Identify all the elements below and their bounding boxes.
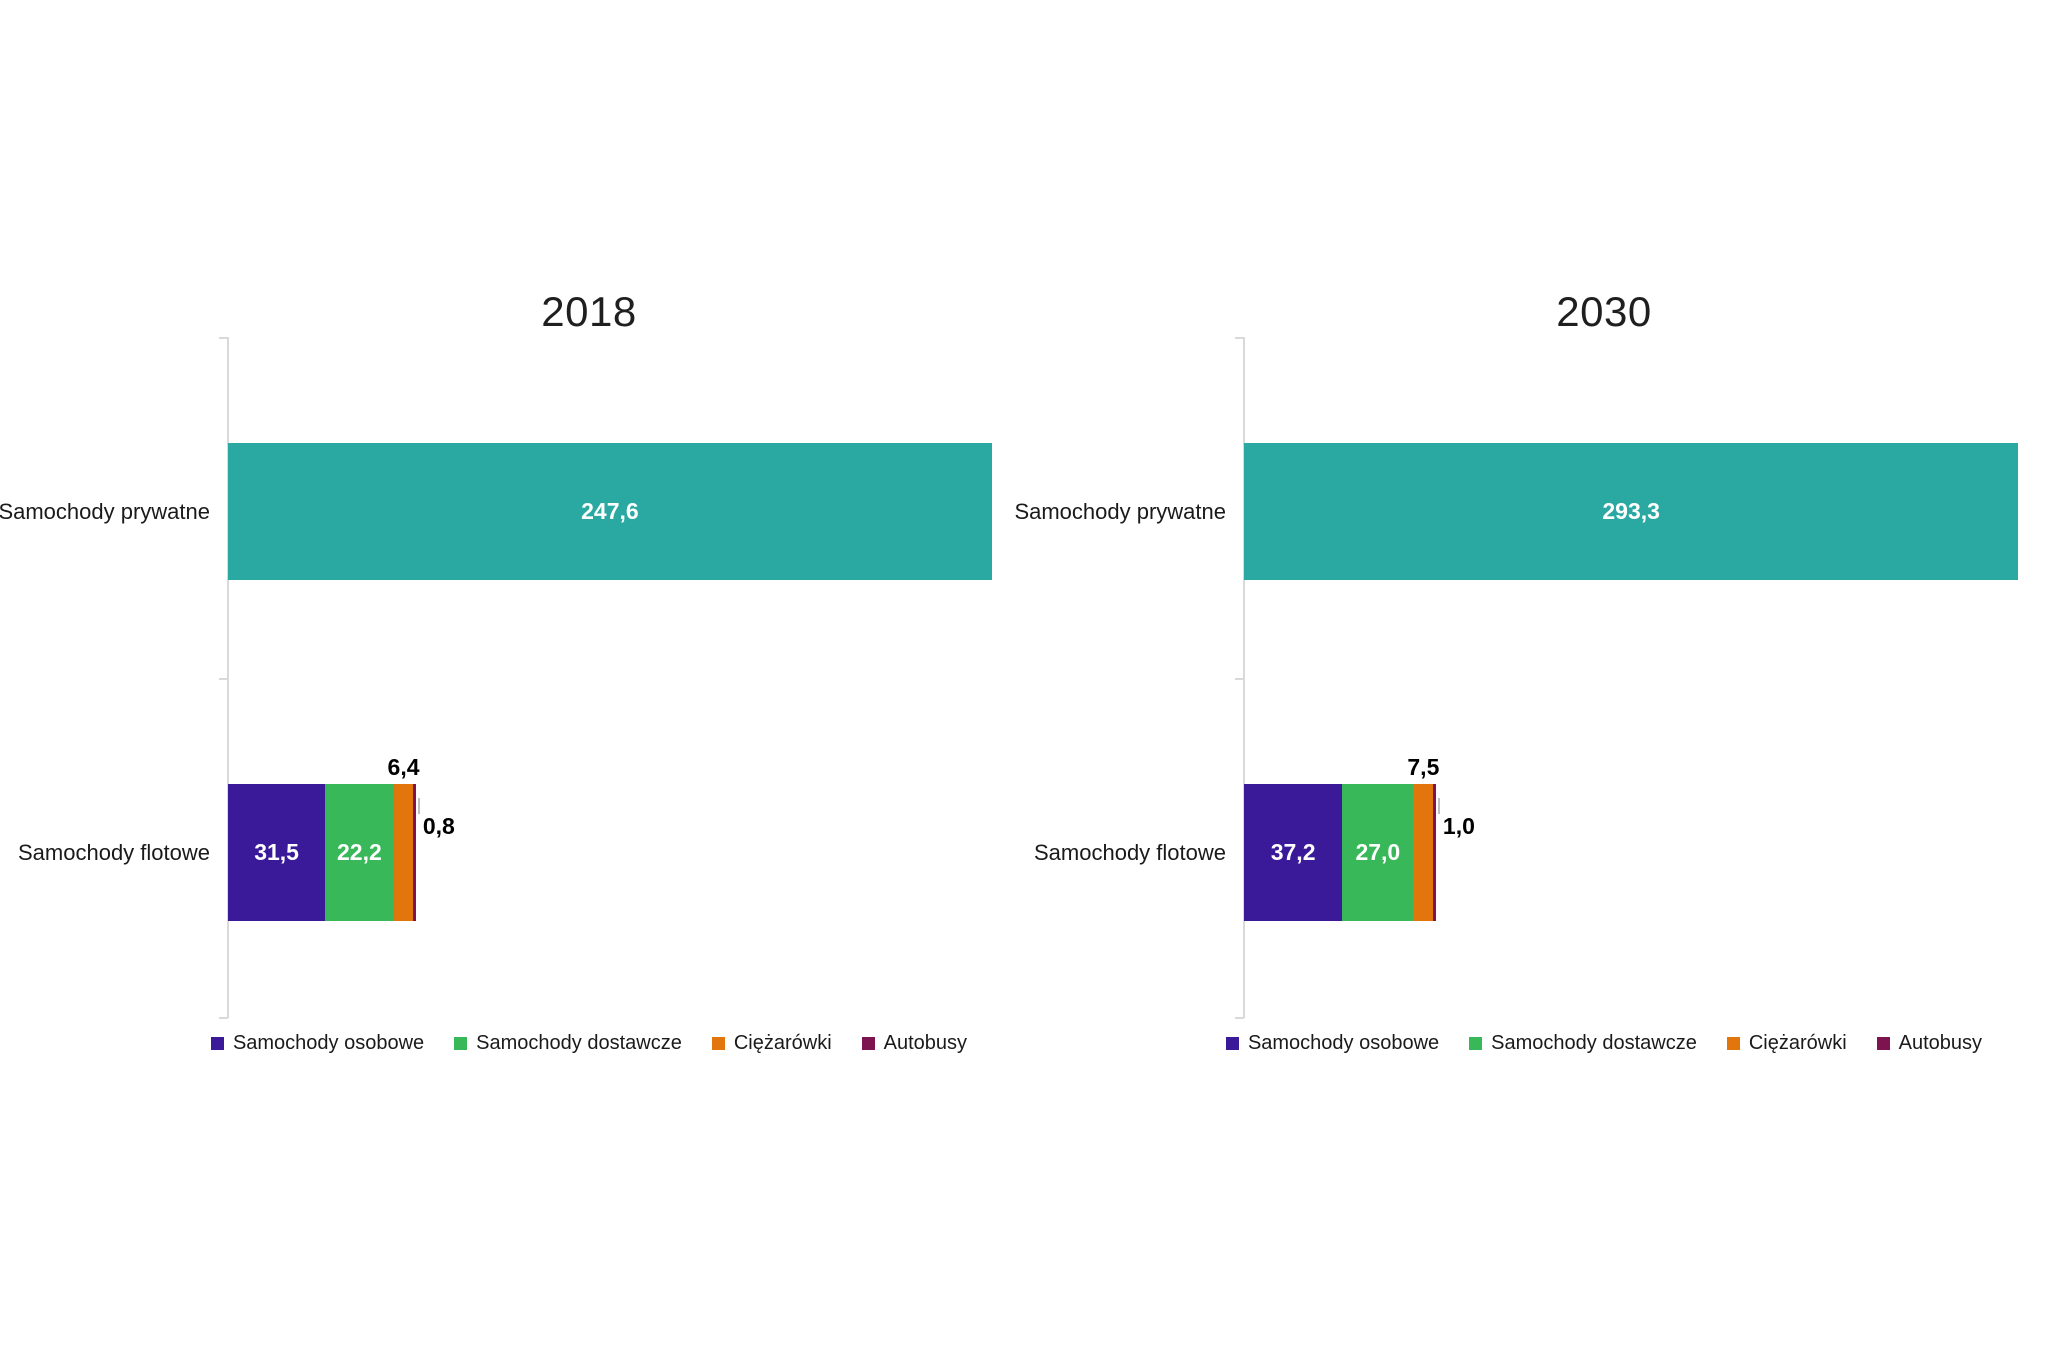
value-label: 22,2	[337, 839, 382, 865]
category-axis	[227, 337, 229, 1018]
legend-item-samochody-dostawcze: Samochody dostawcze	[454, 1032, 682, 1055]
legend-item-ciężarówki: Ciężarówki	[1726, 1031, 1847, 1055]
legend-swatch-icon	[1225, 1036, 1239, 1050]
legend-2030: Samochody osobowe Samochody dostawcze Cięż…	[1104, 1028, 2048, 1058]
legend-item-samochody-osobowe: Samochody osobowe	[1225, 1031, 1440, 1055]
bar-segment-autobusy	[413, 784, 416, 921]
value-label: 0,8	[422, 813, 455, 839]
legend-item-ciężarówki: Ciężarówki	[711, 1031, 832, 1055]
bar-segment-samochody-prywatne: 293,3	[1244, 443, 2019, 580]
value-label: 247,6	[581, 498, 639, 524]
bar-samochody-flotowe: 37,2 27,0	[1244, 784, 1436, 921]
axis-tick	[219, 1017, 228, 1019]
legend-item-samochody-osobowe: Samochody osobowe	[210, 1031, 425, 1055]
category-label: Samochody prywatne	[1014, 498, 1226, 524]
legend-label: Autobusy	[1898, 1031, 1983, 1054]
legend-swatch-icon	[210, 1036, 224, 1050]
bar-segment-ciężarówki	[393, 784, 414, 921]
axis-tick	[219, 337, 228, 339]
category-label: Samochody flotowe	[1034, 839, 1226, 865]
legend-label: Samochody osobowe	[232, 1031, 425, 1054]
category-label: Samochody flotowe	[18, 839, 210, 865]
legend-item-samochody-dostawcze: Samochody dostawcze	[1469, 1032, 1697, 1055]
legend-label: Samochody dostawcze	[1491, 1031, 1697, 1054]
value-label: 37,2	[1270, 839, 1316, 865]
bar-segment-samochody-osobowe: 37,2	[1244, 784, 1343, 921]
legend-swatch-icon	[711, 1036, 725, 1050]
bar-segment-ciężarówki	[1413, 784, 1434, 921]
legend-item-autobusy: Autobusy	[861, 1031, 968, 1055]
value-label: 6,4	[387, 754, 420, 780]
legend-swatch-icon	[861, 1036, 875, 1050]
bar-samochody-prywatne: 293,3	[1244, 443, 2019, 580]
legend-swatch-icon	[454, 1036, 468, 1050]
label-leader-line	[1438, 798, 1440, 814]
label-leader-line	[418, 798, 420, 814]
axis-tick	[1235, 677, 1244, 680]
value-label: 31,5	[254, 839, 299, 865]
bar-samochody-prywatne: 247,6	[228, 443, 992, 580]
legend-label: Samochody osobowe	[1247, 1031, 1440, 1054]
legend-swatch-icon	[1726, 1036, 1740, 1050]
legend-label: Samochody dostawcze	[476, 1031, 682, 1054]
legend-label: Ciężarówki	[1748, 1031, 1847, 1054]
legend-item-autobusy: Autobusy	[1876, 1031, 1983, 1055]
value-label: 7,5	[1407, 754, 1440, 780]
bar-segment-samochody-prywatne: 247,6	[228, 443, 992, 580]
bar-segment-samochody-osobowe: 31,5	[228, 784, 326, 921]
chart-title-2030: 2030	[1556, 288, 1652, 335]
value-label: 1,0	[1442, 813, 1475, 839]
legend-label: Ciężarówki	[733, 1031, 832, 1054]
bar-segment-samochody-dostawcze: 27,0	[1342, 784, 1414, 921]
value-label: 27,0	[1355, 839, 1401, 865]
axis-tick	[1235, 1017, 1244, 1019]
category-label: Samochody prywatne	[0, 498, 210, 524]
category-axis	[1243, 337, 1245, 1018]
legend-2018: Samochody osobowe Samochody dostawcze Cięż…	[89, 1028, 1089, 1058]
legend-label: Autobusy	[883, 1031, 968, 1054]
axis-tick	[1235, 337, 1244, 339]
legend-swatch-icon	[1876, 1036, 1890, 1050]
value-label: 293,3	[1602, 498, 1660, 524]
bar-segment-autobusy	[1433, 784, 1436, 921]
bar-segment-samochody-dostawcze: 22,2	[325, 784, 394, 921]
chart-title-2018: 2018	[541, 288, 637, 335]
axis-tick	[219, 677, 228, 680]
bar-samochody-flotowe: 31,5 22,2	[228, 784, 416, 921]
legend-swatch-icon	[1469, 1036, 1483, 1050]
